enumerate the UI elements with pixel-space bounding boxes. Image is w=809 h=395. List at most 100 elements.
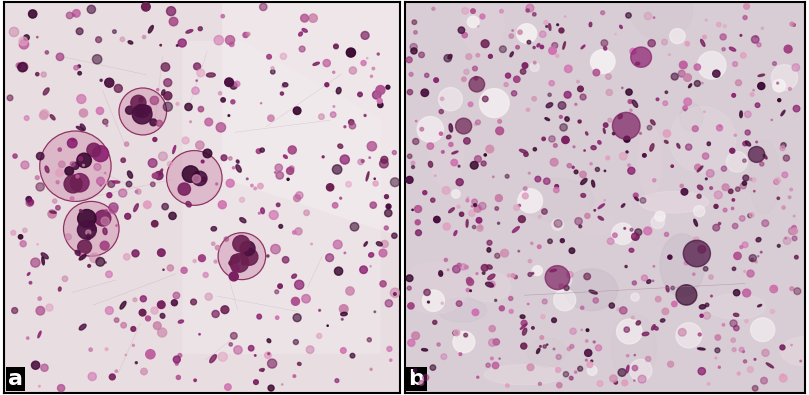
Circle shape — [544, 21, 548, 24]
Circle shape — [142, 36, 146, 39]
Circle shape — [106, 271, 112, 278]
Circle shape — [486, 363, 490, 367]
Circle shape — [106, 125, 108, 126]
Circle shape — [333, 105, 335, 107]
Ellipse shape — [257, 314, 261, 319]
Circle shape — [506, 384, 509, 387]
Ellipse shape — [206, 73, 215, 77]
Circle shape — [126, 181, 132, 187]
Circle shape — [616, 319, 642, 344]
Circle shape — [555, 224, 557, 226]
Circle shape — [95, 37, 102, 43]
Circle shape — [45, 51, 49, 54]
Circle shape — [635, 229, 642, 236]
Circle shape — [722, 184, 729, 191]
Circle shape — [473, 204, 477, 207]
Circle shape — [36, 36, 38, 38]
Circle shape — [282, 257, 289, 263]
Circle shape — [464, 70, 469, 75]
Circle shape — [545, 265, 570, 290]
Circle shape — [275, 290, 278, 294]
Circle shape — [793, 24, 795, 26]
Ellipse shape — [341, 312, 347, 316]
Circle shape — [633, 365, 637, 371]
Circle shape — [438, 88, 462, 111]
Circle shape — [39, 386, 40, 387]
Circle shape — [464, 333, 468, 337]
Circle shape — [630, 228, 633, 231]
Circle shape — [782, 172, 788, 178]
Circle shape — [667, 361, 674, 367]
Circle shape — [790, 188, 793, 191]
Circle shape — [593, 341, 595, 343]
Ellipse shape — [581, 194, 586, 198]
Circle shape — [267, 55, 271, 59]
Ellipse shape — [591, 180, 595, 187]
Circle shape — [367, 338, 371, 342]
Circle shape — [701, 82, 703, 84]
Circle shape — [642, 275, 647, 281]
Circle shape — [629, 109, 632, 111]
Circle shape — [247, 32, 250, 36]
Circle shape — [440, 97, 444, 100]
Circle shape — [526, 4, 534, 12]
Ellipse shape — [730, 47, 735, 51]
Circle shape — [451, 190, 460, 198]
Circle shape — [256, 149, 261, 154]
Ellipse shape — [75, 250, 80, 256]
Circle shape — [83, 164, 84, 166]
Circle shape — [717, 125, 722, 131]
Circle shape — [374, 311, 375, 312]
Ellipse shape — [546, 103, 553, 108]
Circle shape — [96, 258, 104, 266]
Circle shape — [176, 103, 179, 105]
Circle shape — [392, 233, 397, 238]
Circle shape — [604, 199, 605, 201]
Circle shape — [793, 105, 800, 112]
Circle shape — [178, 183, 190, 195]
Ellipse shape — [763, 154, 767, 159]
Circle shape — [698, 245, 705, 253]
Ellipse shape — [630, 0, 693, 40]
Circle shape — [319, 309, 320, 311]
Circle shape — [21, 161, 29, 169]
Ellipse shape — [545, 118, 549, 120]
Circle shape — [783, 237, 790, 245]
Circle shape — [135, 362, 138, 364]
Circle shape — [214, 260, 217, 263]
Circle shape — [390, 359, 392, 361]
Circle shape — [294, 280, 304, 289]
Circle shape — [154, 322, 161, 329]
Ellipse shape — [660, 319, 665, 322]
Circle shape — [474, 77, 477, 80]
Circle shape — [269, 211, 278, 220]
Circle shape — [684, 98, 692, 105]
Circle shape — [743, 351, 744, 352]
Circle shape — [139, 98, 143, 102]
Circle shape — [754, 190, 755, 192]
Circle shape — [344, 126, 346, 128]
Circle shape — [92, 146, 108, 162]
Circle shape — [748, 367, 753, 372]
Circle shape — [633, 281, 637, 285]
Circle shape — [216, 183, 218, 185]
Circle shape — [381, 241, 388, 248]
Ellipse shape — [467, 272, 510, 301]
Circle shape — [693, 205, 705, 216]
Ellipse shape — [639, 192, 709, 213]
Circle shape — [176, 45, 178, 46]
Ellipse shape — [78, 157, 83, 161]
Circle shape — [158, 301, 165, 308]
Circle shape — [322, 156, 324, 158]
Circle shape — [595, 167, 599, 171]
Circle shape — [697, 51, 726, 79]
Ellipse shape — [449, 208, 455, 213]
Circle shape — [642, 154, 646, 157]
Circle shape — [466, 199, 468, 202]
Ellipse shape — [743, 181, 747, 185]
Circle shape — [464, 138, 470, 144]
Circle shape — [247, 178, 248, 180]
Ellipse shape — [636, 321, 641, 325]
Circle shape — [782, 206, 786, 209]
Circle shape — [372, 91, 381, 99]
